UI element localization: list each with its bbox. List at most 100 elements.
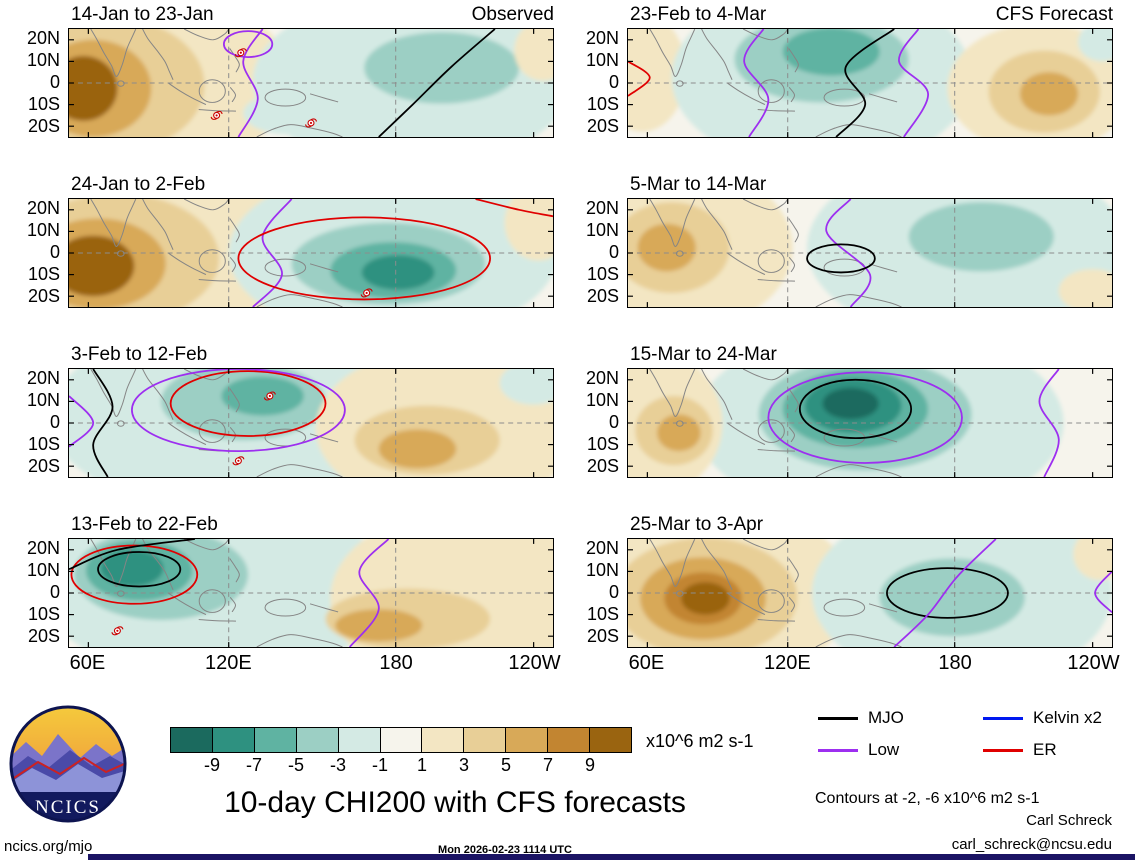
y-axis-label: 20N: [26, 28, 60, 48]
mjo-contour: [835, 29, 895, 137]
credit-name: Carl Schreck: [1026, 812, 1112, 829]
colorbar: [170, 727, 632, 753]
y-axis-label: 10S: [586, 604, 619, 624]
coastlines: [649, 29, 902, 137]
shaded-anomaly-field: [628, 29, 1112, 137]
y-axis-label: 20N: [26, 198, 60, 218]
map-canvas: [69, 539, 553, 647]
y-axis-label: 20N: [26, 538, 60, 558]
mjo-contour: [798, 378, 913, 440]
y-axis-label: 20S: [586, 626, 619, 646]
map-canvas: [628, 199, 1112, 307]
x-axis-label: 120E: [205, 652, 252, 674]
y-axis-label: 20S: [586, 116, 619, 136]
x-axis-label: 120W: [1067, 652, 1120, 674]
storm-symbol: [263, 391, 276, 401]
colorbar-tick-label: 9: [584, 755, 595, 775]
timestamp: Mon 2026-02-23 1114 UTC: [438, 844, 572, 856]
low-contour: [893, 539, 997, 647]
map-panel: [627, 198, 1113, 308]
map-panel: [68, 368, 554, 478]
column-header-observed: Observed: [471, 4, 554, 25]
y-axis-label: 0: [608, 72, 619, 92]
colorbar-tick-label: 1: [416, 755, 427, 775]
er-contour: [475, 199, 553, 218]
axis-ticks: [69, 539, 553, 647]
colorbar-segment: [296, 728, 339, 752]
low-contour: [69, 395, 95, 448]
map-canvas: [628, 29, 1112, 137]
y-axis-label: 10S: [586, 264, 619, 284]
coastlines: [649, 539, 902, 647]
legend-label: ER: [1033, 740, 1057, 759]
coastlines: [90, 29, 343, 137]
mjo-contour: [69, 539, 195, 571]
axis-ticks: [69, 29, 553, 137]
x-axis-label: 60E: [69, 652, 106, 674]
axis-ticks: [69, 199, 553, 307]
contour-legend: MJO Kelvin x2 Low ER: [818, 708, 1118, 760]
y-axis-label: 20S: [27, 626, 60, 646]
y-axis-label: 0: [608, 242, 619, 262]
x-axis-label: 180: [938, 652, 972, 674]
y-axis-label: 20N: [26, 368, 60, 388]
y-axis-label: 10S: [586, 94, 619, 114]
storm-symbol: [304, 118, 318, 128]
low-contour: [743, 29, 770, 137]
y-axis-label: 10N: [585, 220, 619, 240]
colorbar-segment: [380, 728, 423, 752]
colorbar-tick-label: -3: [329, 755, 346, 775]
y-axis-label: 20S: [27, 286, 60, 306]
er-contour: [70, 544, 199, 605]
y-axis-label: 0: [49, 242, 60, 262]
colorbar-segment: [254, 728, 297, 752]
y-axis-label: 0: [608, 582, 619, 602]
colorbar-segment: [212, 728, 255, 752]
low-contour: [237, 29, 264, 137]
panel-title: 25-Mar to 3-Apr: [630, 514, 764, 535]
y-axis-label: 10S: [27, 94, 60, 114]
y-axis-label: 10N: [26, 220, 60, 240]
column-header-forecast: CFS Forecast: [995, 4, 1113, 25]
legend-label: Kelvin x2: [1033, 708, 1102, 727]
storm-symbol: [111, 626, 124, 636]
low-contour: [252, 199, 293, 307]
y-axis-label: 20S: [27, 116, 60, 136]
er-contour: [169, 370, 327, 437]
storm-symbol: [210, 110, 223, 120]
map-panel: [68, 28, 554, 138]
x-axis-label: 120W: [508, 652, 561, 674]
y-axis-label: 10N: [26, 390, 60, 410]
y-axis-label: 20N: [585, 28, 619, 48]
ncics-logo: NCICS: [8, 704, 128, 824]
er-contour: [628, 60, 651, 97]
legend-line-swatch: [818, 716, 858, 720]
colorbar-tick-label: 3: [458, 755, 469, 775]
legend-item-low: Low: [818, 740, 983, 760]
y-axis-label: 20S: [27, 456, 60, 476]
colorbar-tick-label: -1: [371, 755, 388, 775]
y-axis-label: 0: [49, 412, 60, 432]
y-axis-label: 20N: [585, 368, 619, 388]
low-contour: [767, 371, 963, 464]
colorbar-segment: [548, 728, 591, 752]
y-axis-label: 0: [49, 72, 60, 92]
low-contour: [222, 30, 274, 58]
coastlines: [90, 369, 343, 477]
shaded-anomaly-field: [69, 369, 553, 477]
legend-line-swatch: [818, 748, 858, 752]
panel-title: 3-Feb to 12-Feb: [71, 344, 208, 365]
colorbar-tick-label: -9: [203, 755, 220, 775]
y-axis-label: 20N: [585, 198, 619, 218]
credit-email: carl_schreck@ncsu.edu: [951, 836, 1112, 853]
storm-symbol: [232, 456, 245, 466]
legend-item-er: ER: [983, 740, 1118, 760]
storm-symbol: [234, 48, 247, 58]
map-panel: [68, 198, 554, 308]
colorbar-tick-label: -5: [287, 755, 304, 775]
low-contour: [1094, 570, 1112, 614]
axis-ticks: [69, 369, 553, 477]
ncics-logo-graphic: NCICS: [9, 705, 127, 823]
y-axis-label: 10S: [27, 604, 60, 624]
coastlines: [90, 539, 343, 647]
